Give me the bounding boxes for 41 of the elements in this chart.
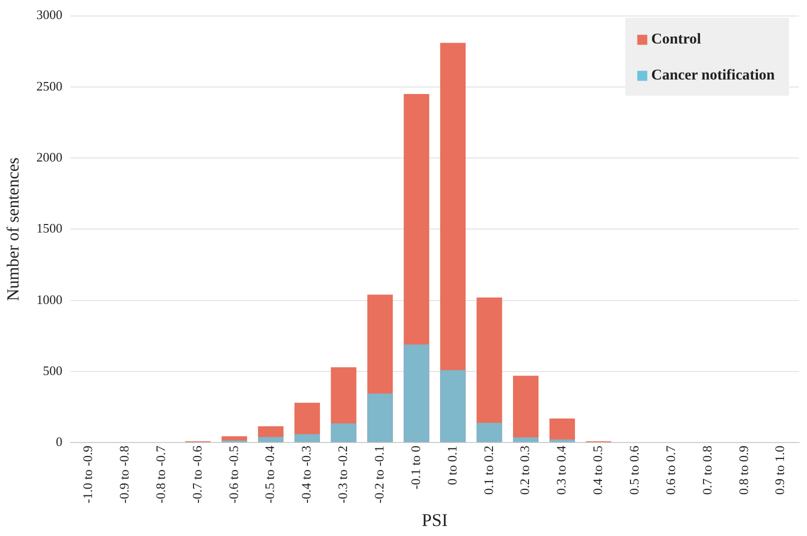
bar bbox=[258, 436, 284, 442]
x-tick-label: 0.1 to 0.2 bbox=[480, 446, 496, 495]
y-tick-label: 500 bbox=[42, 362, 62, 378]
legend-label: Control bbox=[651, 32, 702, 48]
bar bbox=[549, 418, 575, 442]
bar bbox=[549, 440, 575, 442]
x-tick-label: 0.9 to 1.0 bbox=[772, 446, 788, 495]
x-tick-label: 0 to 0.1 bbox=[444, 446, 460, 486]
y-tick-label: 2000 bbox=[36, 150, 62, 164]
x-tick-label: 0.7 to 0.8 bbox=[699, 446, 714, 495]
x-tick-label: 0.3 to 0.4 bbox=[554, 445, 569, 495]
bar bbox=[476, 422, 502, 442]
y-axis-title: Number of sentences bbox=[4, 157, 23, 301]
x-tick-label: -0.1 to 0 bbox=[408, 446, 423, 490]
x-tick-label: -0.6 to -0.5 bbox=[226, 446, 241, 504]
x-tick-label: -0.2 to -0.1 bbox=[371, 446, 386, 504]
x-tick-label: -0.8 to -0.7 bbox=[152, 445, 168, 504]
x-tick-label: 0.4 to 0.5 bbox=[590, 446, 606, 495]
x-tick-label: -0.5 to -0.4 bbox=[262, 445, 278, 504]
x-tick-label: 0.2 to 0.3 bbox=[517, 446, 532, 495]
x-tick-label: 0.5 to 0.6 bbox=[626, 445, 642, 495]
y-tick-label: 3000 bbox=[36, 7, 62, 22]
x-tick-label: -0.4 to -0.3 bbox=[298, 446, 314, 504]
x-tick-label: -0.7 to -0.6 bbox=[189, 445, 204, 504]
y-tick-label: 1500 bbox=[36, 220, 62, 236]
bar bbox=[330, 423, 356, 442]
bar bbox=[513, 437, 539, 442]
bar bbox=[404, 344, 430, 442]
y-tick-label: 2500 bbox=[36, 78, 62, 94]
bar bbox=[367, 394, 393, 442]
legend-label: Cancer notification bbox=[651, 68, 776, 84]
x-tick-label: -0.9 to -0.8 bbox=[116, 446, 132, 504]
x-axis-title: PSI bbox=[422, 510, 448, 530]
y-tick-label: 0 bbox=[56, 434, 62, 450]
x-tick-label: -1.0 to -0.9 bbox=[80, 446, 96, 504]
y-tick-label: 1000 bbox=[36, 292, 62, 307]
bar bbox=[294, 434, 320, 442]
x-tick-label: 0.8 to 0.9 bbox=[736, 446, 751, 495]
bar bbox=[440, 370, 466, 442]
x-tick-label: -0.3 to -0.2 bbox=[335, 446, 350, 504]
x-tick-label: 0.6 to 0.7 bbox=[662, 445, 678, 495]
